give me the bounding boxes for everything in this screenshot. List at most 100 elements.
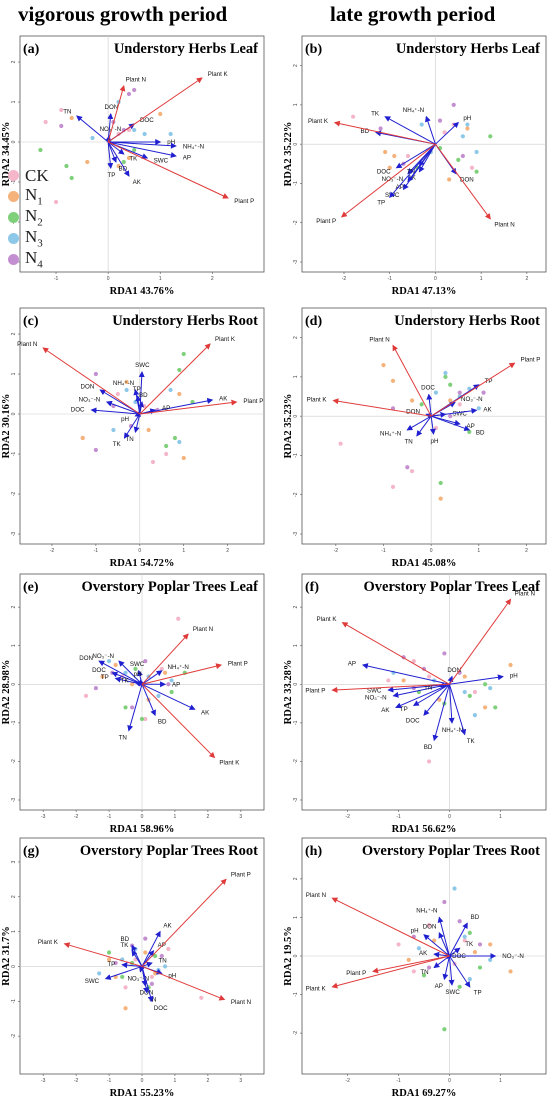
sample-point-n2 bbox=[477, 965, 483, 970]
soil-vector-label: TP bbox=[101, 674, 109, 681]
soil-vector bbox=[104, 965, 143, 980]
soil-vector bbox=[395, 683, 450, 709]
plant-vector-label: Plant P bbox=[346, 970, 366, 977]
soil-vector bbox=[107, 141, 130, 177]
soil-vector-label: DOC bbox=[406, 718, 420, 725]
x-tick-label: 2 bbox=[525, 276, 528, 282]
plant-vector bbox=[141, 878, 227, 967]
soil-vector-label: pH bbox=[510, 673, 518, 680]
sample-point-n2 bbox=[132, 147, 137, 153]
plant-vector-label: Plant P bbox=[520, 356, 540, 363]
sample-point-n2 bbox=[419, 402, 424, 407]
y-axis-label: RDA2 28.98% bbox=[1, 660, 12, 725]
sample-point-n3 bbox=[443, 370, 448, 376]
soil-vector-label: TP bbox=[133, 386, 141, 393]
sample-point-n2 bbox=[438, 480, 443, 486]
x-tick-label: 1 bbox=[480, 276, 483, 282]
sample-point-n3 bbox=[123, 670, 128, 675]
y-tick-label: 1 bbox=[293, 916, 299, 919]
plant-vector bbox=[107, 85, 126, 143]
soil-vector-label: TN bbox=[148, 996, 156, 1003]
soil-vector bbox=[431, 407, 478, 417]
soil-vector bbox=[449, 674, 504, 685]
rda-panel-b: -2-1012-3-2-1012TKBDNH₄⁺-NpHDOCNO₃⁻-NTNA… bbox=[283, 35, 547, 297]
soil-vector bbox=[121, 962, 143, 969]
plant-vector-label: Plant N bbox=[231, 999, 251, 1006]
soil-vector-label: AK bbox=[133, 179, 142, 186]
x-tick-label: 0 bbox=[430, 548, 433, 554]
sample-point-n1 bbox=[116, 163, 121, 169]
y-tick-label: 2 bbox=[293, 64, 299, 67]
soil-vector bbox=[141, 683, 196, 710]
sample-point-ck bbox=[143, 716, 148, 722]
sample-point-n1 bbox=[85, 159, 90, 165]
soil-vector-label: BD bbox=[139, 392, 148, 399]
soil-vector bbox=[442, 955, 450, 981]
x-tick-label: -1 bbox=[381, 548, 386, 554]
sample-point-n1 bbox=[482, 705, 488, 710]
panel-label: (h) bbox=[305, 844, 322, 859]
sample-point-n1 bbox=[130, 682, 135, 687]
sample-point-n3 bbox=[462, 689, 467, 695]
sample-point-n1 bbox=[106, 957, 112, 962]
sample-point-n4 bbox=[448, 414, 453, 419]
panel-title: Understory Herbs Leaf bbox=[396, 41, 540, 57]
sample-point-ck bbox=[149, 974, 154, 980]
plant-vector bbox=[141, 965, 226, 1001]
plant-vector bbox=[392, 344, 432, 417]
sample-point-n3 bbox=[465, 122, 470, 127]
y-tick-label: 2 bbox=[293, 877, 299, 880]
sample-point-n4 bbox=[110, 670, 115, 675]
y-tick-label: 0 bbox=[293, 143, 299, 146]
soil-vector bbox=[429, 416, 436, 435]
soil-vector-label: TN bbox=[119, 734, 127, 741]
soil-vector-label: DON bbox=[81, 383, 95, 390]
soil-vector-label: BD bbox=[476, 429, 485, 436]
rda-panel-c: -2 -1 0 1 2 -3 -2 -1 0 1 2 SWC NH₄⁺-NTP DON NO₃⁻-N BD AK… bbox=[1, 307, 265, 569]
soil-vector-label: DON bbox=[460, 176, 474, 183]
sample-point-n4 bbox=[437, 118, 443, 123]
x-axis-label: RDA1 56.62% bbox=[392, 824, 457, 835]
sample-point-n3 bbox=[476, 406, 481, 411]
y-tick-label: 0 bbox=[11, 965, 17, 968]
sample-point-n3 bbox=[124, 387, 129, 393]
sample-point-n3 bbox=[90, 135, 95, 141]
plant-vector-label: Plant K bbox=[38, 939, 59, 946]
soil-vector-label: DOC bbox=[71, 406, 85, 413]
legend-swatch bbox=[8, 233, 19, 244]
plant-vector bbox=[42, 347, 141, 415]
sample-point-n2 bbox=[123, 705, 128, 710]
soil-vector-label: NH₄⁺-N bbox=[416, 908, 437, 915]
soil-vector bbox=[108, 141, 177, 158]
soil-vector bbox=[435, 121, 460, 145]
sample-point-n1 bbox=[401, 678, 406, 683]
plant-vector-label: Plant K bbox=[306, 986, 327, 993]
soil-vector-label: NH₄⁺-N bbox=[442, 727, 463, 734]
y-tick-label: 3 bbox=[11, 860, 17, 863]
soil-vector-label: TK bbox=[113, 441, 122, 448]
sample-point-n2 bbox=[164, 443, 169, 449]
sample-point-n1 bbox=[406, 957, 411, 962]
soil-vector-label: TP bbox=[400, 706, 408, 713]
soil-vector bbox=[127, 684, 143, 732]
sample-point-n4 bbox=[405, 465, 410, 470]
soil-vector-label: NH₄⁺-N bbox=[403, 107, 424, 114]
legend-item-4: N4 bbox=[8, 248, 49, 271]
sample-point-n2 bbox=[169, 689, 174, 695]
plant-vector-label: Plant P bbox=[243, 398, 263, 405]
sample-point-n1 bbox=[143, 950, 148, 955]
sample-point-n1 bbox=[409, 398, 415, 403]
sample-point-n3 bbox=[97, 971, 102, 976]
sample-point-n4 bbox=[126, 91, 132, 97]
panel-label: (f) bbox=[305, 580, 319, 595]
sample-point-ck bbox=[150, 459, 156, 465]
sample-point-n4 bbox=[426, 965, 432, 970]
sample-point-ck bbox=[199, 995, 204, 1000]
sample-point-n2 bbox=[133, 666, 138, 671]
sample-point-n3 bbox=[488, 957, 493, 962]
plant-vector-label: Plant N bbox=[306, 892, 326, 899]
soil-vector-label: SWC bbox=[135, 362, 150, 369]
sample-point-n4 bbox=[93, 447, 98, 453]
sample-point-n2 bbox=[120, 974, 125, 980]
sample-point-n3 bbox=[474, 149, 479, 155]
